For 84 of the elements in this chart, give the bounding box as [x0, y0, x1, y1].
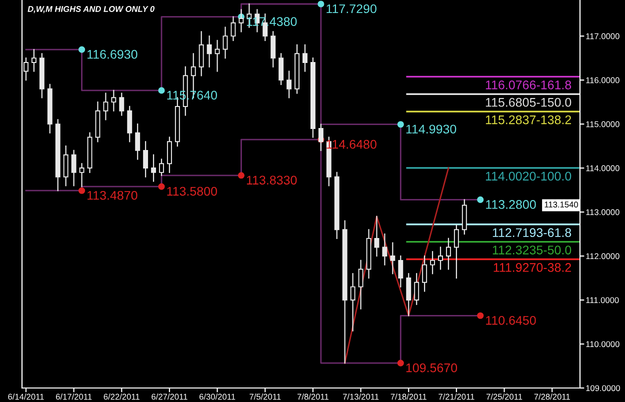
y-tick-label: 114.0000	[586, 165, 620, 172]
data-label: 116.6930	[88, 50, 138, 59]
y-tick-label: 112.0000	[586, 253, 620, 260]
y-tick-label: 115.0000	[586, 121, 620, 128]
candlestick	[103, 92, 108, 120]
x-tick-label: 7/5/2011	[250, 394, 281, 400]
candlestick	[79, 163, 84, 188]
point	[158, 87, 165, 94]
candlestick	[71, 150, 76, 186]
candlestick	[278, 53, 284, 86]
annotation: 113.1540	[544, 202, 578, 208]
candlestick	[366, 229, 372, 279]
candlestick	[406, 273, 412, 316]
candlestick	[143, 141, 148, 178]
candlestick	[398, 255, 404, 288]
candlestick	[334, 172, 340, 239]
x-tick-label: 6/22/2011	[104, 394, 140, 400]
candlestick	[414, 273, 420, 305]
y-tick-label: 109.0000	[586, 385, 620, 392]
candlestick	[214, 40, 220, 72]
candlestick	[151, 154, 156, 182]
candlestick	[390, 242, 396, 274]
candlestick	[454, 224, 459, 279]
candlestick	[166, 136, 172, 173]
ref-line-label: 114.0020-100.0	[486, 172, 572, 181]
x-tick-label: 7/25/2011	[486, 394, 522, 400]
point	[397, 121, 404, 128]
candlestick	[350, 273, 356, 332]
ref-line-label: 115.2837-138.2	[486, 115, 572, 124]
line-series	[344, 167, 450, 364]
candlestick	[382, 233, 388, 266]
data-label: 110.6450	[486, 316, 536, 325]
ref-line-label: 116.0766-161.8	[486, 80, 572, 90]
point	[78, 46, 86, 53]
point	[397, 360, 404, 366]
y-tick-label: 110.0000	[586, 341, 620, 348]
x-tick-label: 7/28/2011	[534, 394, 570, 400]
candlestick	[55, 119, 60, 192]
data-label: 109.5670	[406, 363, 458, 372]
point	[318, 0, 324, 8]
y-tick-label: 111.0000	[586, 297, 619, 304]
ref-line-label: 115.6805-150.0	[486, 98, 572, 107]
x-tick-label: 6/30/2011	[199, 394, 236, 400]
candlestick	[47, 84, 52, 134]
candlestick	[230, 16, 236, 42]
candlestick	[222, 26, 228, 59]
point	[477, 196, 484, 204]
candlestick	[462, 199, 467, 235]
ref-line-label: 112.7193-61.8	[492, 228, 572, 238]
data-label: 113.8330	[246, 176, 297, 185]
x-tick-label: 6/17/2011	[56, 394, 92, 400]
x-tick-label: 7/21/2011	[438, 394, 474, 400]
x-tick-label: 6/27/2011	[152, 394, 188, 400]
data-label: 113.5800	[167, 186, 218, 196]
y-tick-label: 116.0000	[586, 77, 620, 84]
point	[477, 312, 484, 319]
y-tick-label: 117.0000	[586, 33, 620, 40]
data-label: 114.9930	[406, 124, 456, 134]
candlestick	[159, 158, 164, 176]
x-tick-label: 7/18/2011	[390, 394, 426, 400]
x-tick-label: 7/8/2011	[297, 394, 328, 400]
candlestick	[87, 132, 92, 173]
data-label: 113.4870	[88, 190, 138, 200]
point	[158, 183, 165, 190]
x-tick-label: 7/13/2011	[342, 394, 379, 400]
candlestick	[422, 255, 428, 292]
text: D,W,M HIGHS AND LOW ONLY 0	[28, 6, 155, 14]
candlestick	[310, 58, 316, 138]
data-label: 117.7290	[326, 4, 376, 14]
ref-line-label: 112.3235-50.0	[492, 246, 572, 254]
candlestick	[270, 31, 276, 68]
y-tick-label: 113.0000	[586, 209, 620, 216]
x-tick-label: 6/14/2011	[8, 394, 44, 400]
candlestick	[374, 216, 380, 257]
candlestick	[95, 102, 100, 142]
candlestick	[358, 260, 364, 310]
candlestick	[438, 246, 443, 270]
point	[238, 172, 245, 179]
ref-line-label: 111.9270-38.2	[494, 263, 572, 272]
candlestick	[206, 36, 212, 68]
candlestick	[135, 124, 140, 160]
point	[78, 187, 86, 194]
candlestick	[119, 92, 124, 116]
data-label: 113.2800	[486, 200, 536, 209]
